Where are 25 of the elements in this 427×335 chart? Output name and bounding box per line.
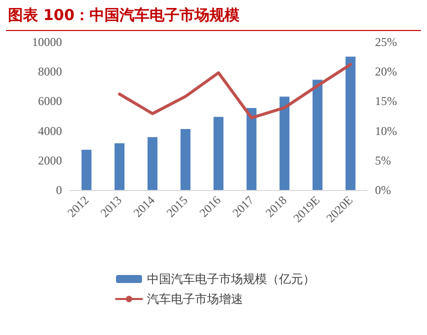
bar — [114, 143, 124, 190]
chart-title: 图表 100：中国汽车电子市场规模 — [8, 6, 240, 25]
bar — [246, 108, 256, 190]
bar — [214, 116, 224, 190]
y2-tick-label: 25% — [375, 35, 397, 49]
bar — [312, 80, 322, 190]
legend-label: 汽车电子市场增速 — [147, 292, 243, 306]
line-series — [118, 62, 352, 120]
y-tick-label: 0 — [56, 183, 62, 197]
y-tick-label: 6000 — [38, 94, 62, 108]
y-tick-label: 8000 — [38, 64, 62, 79]
bar — [148, 137, 158, 190]
y-tick-label: 2000 — [38, 153, 62, 168]
bar — [180, 129, 190, 190]
y2-tick-label: 15% — [375, 94, 397, 108]
y2-tick-label: 10% — [375, 124, 397, 138]
bar — [280, 96, 290, 190]
bar — [82, 150, 92, 190]
y2-tick-label: 20% — [375, 64, 397, 79]
legend-label: 中国汽车电子市场规模（亿元） — [147, 272, 315, 286]
y-tick-label: 4000 — [38, 124, 62, 138]
y2-tick-label: 0% — [375, 183, 391, 197]
y2-tick-label: 5% — [375, 153, 391, 168]
y-tick-label: 10000 — [32, 35, 62, 49]
bar — [346, 56, 356, 190]
